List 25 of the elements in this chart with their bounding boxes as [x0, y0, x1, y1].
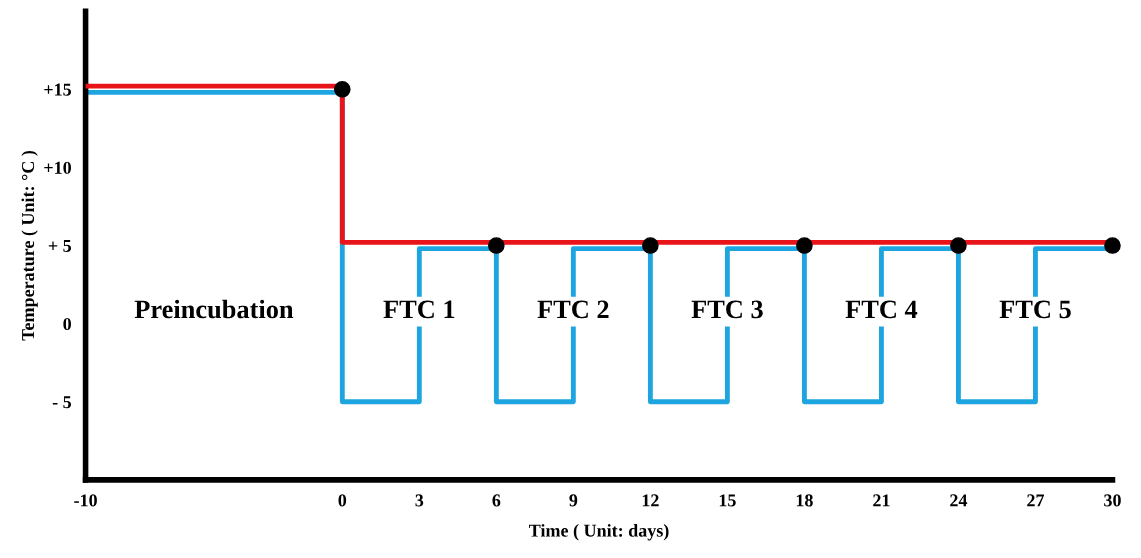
annotation: FTC 3	[691, 300, 763, 319]
x-tick-label: 6	[492, 494, 501, 507]
x-tick-label: 15	[719, 494, 736, 507]
annotation: FTC 5	[999, 300, 1071, 319]
y-tick-label: 0	[63, 317, 71, 331]
y-tick-label: +10	[44, 161, 71, 174]
annotation: FTC 4	[845, 300, 918, 319]
x-axis-title: Time ( Unit: days)	[529, 524, 669, 541]
x-tick-label: 3	[415, 494, 424, 507]
x-tick-label: 24	[950, 494, 968, 507]
x-tick-label: 12	[642, 494, 659, 507]
x-tick-label: 18	[796, 494, 813, 507]
y-tick-label: + 5	[48, 239, 72, 252]
y-tick-label: - 5	[52, 396, 72, 409]
x-tick-label: 0	[338, 494, 347, 507]
y-axis-title: Temperature ( Unit: °C )	[21, 150, 38, 341]
y-tick-label: +15	[44, 83, 72, 96]
x-tick-label: 9	[569, 494, 578, 507]
x-tick-label: 27	[1027, 494, 1045, 507]
annotation: FTC 1	[383, 300, 455, 319]
x-tick-label: -10	[74, 494, 97, 507]
annotation: Preincubation	[134, 299, 294, 319]
x-tick-label: 21	[873, 494, 890, 507]
annotation: FTC 2	[537, 300, 609, 319]
x-tick-label: 30	[1104, 494, 1121, 507]
